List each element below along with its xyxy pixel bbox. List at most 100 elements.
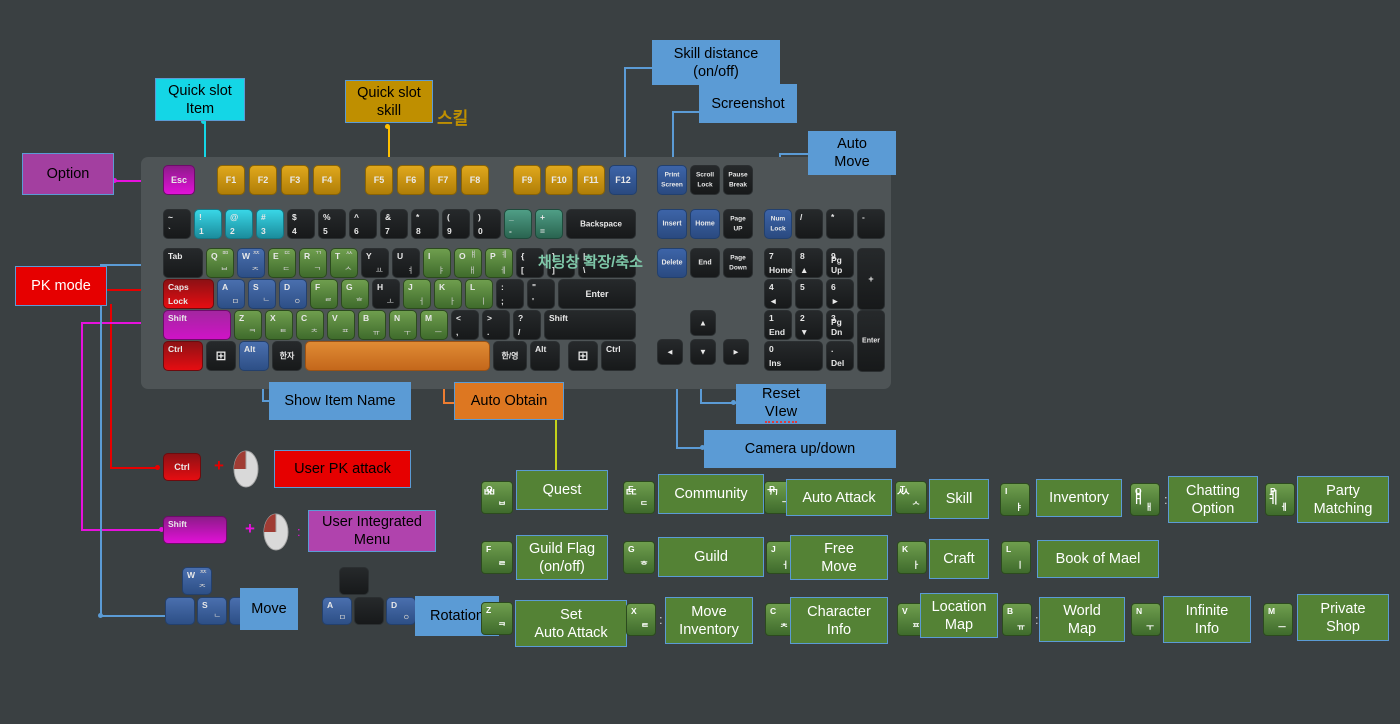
- key-slash[interactable]: ? /: [513, 310, 541, 340]
- key-5[interactable]: % 5: [318, 209, 346, 239]
- key-shift-left[interactable]: Shift: [163, 310, 231, 340]
- key-ctrl-left[interactable]: Ctrl: [163, 341, 203, 371]
- key-numpad-8[interactable]: 8 ▲: [795, 248, 823, 278]
- rotation-key-d[interactable]: D ㅇ: [386, 597, 416, 625]
- legend-key-g[interactable]: G ᄒ: [623, 541, 655, 574]
- key-numpad-5[interactable]: 5: [795, 279, 823, 309]
- key-semicolon[interactable]: : ;: [496, 279, 524, 309]
- key-9[interactable]: ( 9: [442, 209, 470, 239]
- key-numpad-6[interactable]: 6 ►: [826, 279, 854, 309]
- key-bracket-left[interactable]: { [: [516, 248, 544, 278]
- key-windows-right[interactable]: ⊞: [568, 341, 598, 371]
- key-arrow-up[interactable]: ▲: [690, 310, 716, 336]
- legend-key-b[interactable]: B ㅠ: [1002, 603, 1032, 636]
- key-2[interactable]: @ 2: [225, 209, 253, 239]
- key-numpad-minus[interactable]: -: [857, 209, 885, 239]
- key-w[interactable]: W ᄍ ᄌ: [237, 248, 265, 278]
- key-numpad-decimal[interactable]: . Del: [826, 341, 854, 371]
- key-numpad-9[interactable]: 9 Pg Up: [826, 248, 854, 278]
- key-f3[interactable]: F3: [281, 165, 309, 195]
- key-q[interactable]: Q ᄈ ᄇ: [206, 248, 234, 278]
- key-f6[interactable]: F6: [397, 165, 425, 195]
- key-numpad-0[interactable]: 0 Ins: [764, 341, 823, 371]
- key-bracket-right[interactable]: } ]: [547, 248, 575, 278]
- key-8[interactable]: * 8: [411, 209, 439, 239]
- key-numpad-7[interactable]: 7 Home: [764, 248, 793, 278]
- key-a[interactable]: A ㅁ: [217, 279, 245, 309]
- key-t[interactable]: T ᄊ ᄉ: [330, 248, 358, 278]
- key-num-lock[interactable]: Num Lock: [764, 209, 792, 239]
- legend-key-n[interactable]: N ㅜ: [1131, 603, 1161, 636]
- key-numpad-divide[interactable]: /: [795, 209, 823, 239]
- key-f2[interactable]: F2: [249, 165, 277, 195]
- legend-key-p[interactable]: P ㅖ ㅔ: [1265, 483, 1295, 516]
- key-f11[interactable]: F11: [577, 165, 605, 195]
- key-esc[interactable]: Esc: [163, 165, 195, 195]
- key-6[interactable]: ^ 6: [349, 209, 377, 239]
- key-ctrl-right[interactable]: Ctrl: [601, 341, 636, 371]
- rotation-key-s-blank[interactable]: [354, 597, 384, 625]
- key-f9[interactable]: F9: [513, 165, 541, 195]
- key-delete[interactable]: Delete: [657, 248, 687, 278]
- key-0[interactable]: ) 0: [473, 209, 501, 239]
- key-backtick[interactable]: ~ `: [163, 209, 191, 239]
- key-alt-right[interactable]: Alt: [530, 341, 560, 371]
- key-quote[interactable]: " ': [527, 279, 555, 309]
- key-arrow-down[interactable]: ▼: [690, 339, 716, 365]
- key-z[interactable]: Z ᄏ: [234, 310, 262, 340]
- key-f[interactable]: F ᄅ: [310, 279, 338, 309]
- key-space[interactable]: [305, 341, 490, 371]
- key-enter[interactable]: Enter: [558, 279, 636, 309]
- key-o[interactable]: O ㅒ ㅐ: [454, 248, 482, 278]
- key-caps-lock[interactable]: Caps Lock: [163, 279, 214, 309]
- key-f4[interactable]: F4: [313, 165, 341, 195]
- legend-key-x[interactable]: X ᄐ: [626, 603, 656, 636]
- legend-key-t[interactable]: T ᄊ ᄉ: [895, 481, 927, 514]
- key-numpad-3[interactable]: 3 Pg Dn: [826, 310, 854, 340]
- key-7[interactable]: & 7: [380, 209, 408, 239]
- key-equals[interactable]: + =: [535, 209, 563, 239]
- key-x[interactable]: X ᄐ: [265, 310, 293, 340]
- legend-key-i[interactable]: I ㅑ: [1000, 483, 1030, 516]
- key-3[interactable]: # 3: [256, 209, 284, 239]
- key-g[interactable]: G ᄒ: [341, 279, 369, 309]
- key-numpad-1[interactable]: 1 End: [764, 310, 792, 340]
- move-key-a-blank[interactable]: [165, 597, 195, 625]
- key-numpad-2[interactable]: 2 ▼: [795, 310, 823, 340]
- rotation-key-w-blank[interactable]: [339, 567, 369, 595]
- key-f12[interactable]: F12: [609, 165, 637, 195]
- move-key-s[interactable]: S ᄂ: [197, 597, 227, 625]
- legend-key-o[interactable]: O ㅒ ㅐ: [1130, 483, 1160, 516]
- key-comma[interactable]: < ,: [451, 310, 479, 340]
- key-pause-break[interactable]: Pause Break: [723, 165, 753, 195]
- combo-key-ctrl[interactable]: Ctrl: [163, 453, 201, 481]
- legend-key-m[interactable]: M ㅡ: [1263, 603, 1293, 636]
- key-period[interactable]: > .: [482, 310, 510, 340]
- key-f1[interactable]: F1: [217, 165, 245, 195]
- key-f7[interactable]: F7: [429, 165, 457, 195]
- key-e[interactable]: E ᄄ ᄃ: [268, 248, 296, 278]
- key-f10[interactable]: F10: [545, 165, 573, 195]
- key-han-yeong[interactable]: 한/영: [493, 341, 527, 371]
- key-hanja[interactable]: 한자: [272, 341, 302, 371]
- key-1[interactable]: ! 1: [194, 209, 222, 239]
- key-r[interactable]: R ᄁ ᄀ: [299, 248, 327, 278]
- key-n[interactable]: N ㅜ: [389, 310, 417, 340]
- key-4[interactable]: $ 4: [287, 209, 315, 239]
- key-windows-left[interactable]: ⊞: [206, 341, 236, 371]
- legend-key-q[interactable]: Q ᄈ ᄇ: [481, 481, 513, 514]
- key-arrow-right[interactable]: ►: [723, 339, 749, 365]
- move-key-w[interactable]: W ᄍ ᄌ: [182, 567, 212, 595]
- legend-key-f[interactable]: F ᄅ: [481, 541, 513, 574]
- key-m[interactable]: M ㅡ: [420, 310, 448, 340]
- key-tab[interactable]: Tab: [163, 248, 203, 278]
- rotation-key-a[interactable]: A ㅁ: [322, 597, 352, 625]
- key-page-down[interactable]: Page Down: [723, 248, 753, 278]
- key-backspace[interactable]: Backspace: [566, 209, 636, 239]
- key-f8[interactable]: F8: [461, 165, 489, 195]
- legend-key-l[interactable]: L ㅣ: [1001, 541, 1031, 574]
- key-numpad-enter[interactable]: Enter: [857, 310, 885, 372]
- key-alt-left[interactable]: Alt: [239, 341, 269, 371]
- key-h[interactable]: H ㅗ: [372, 279, 400, 309]
- key-j[interactable]: J ㅓ: [403, 279, 431, 309]
